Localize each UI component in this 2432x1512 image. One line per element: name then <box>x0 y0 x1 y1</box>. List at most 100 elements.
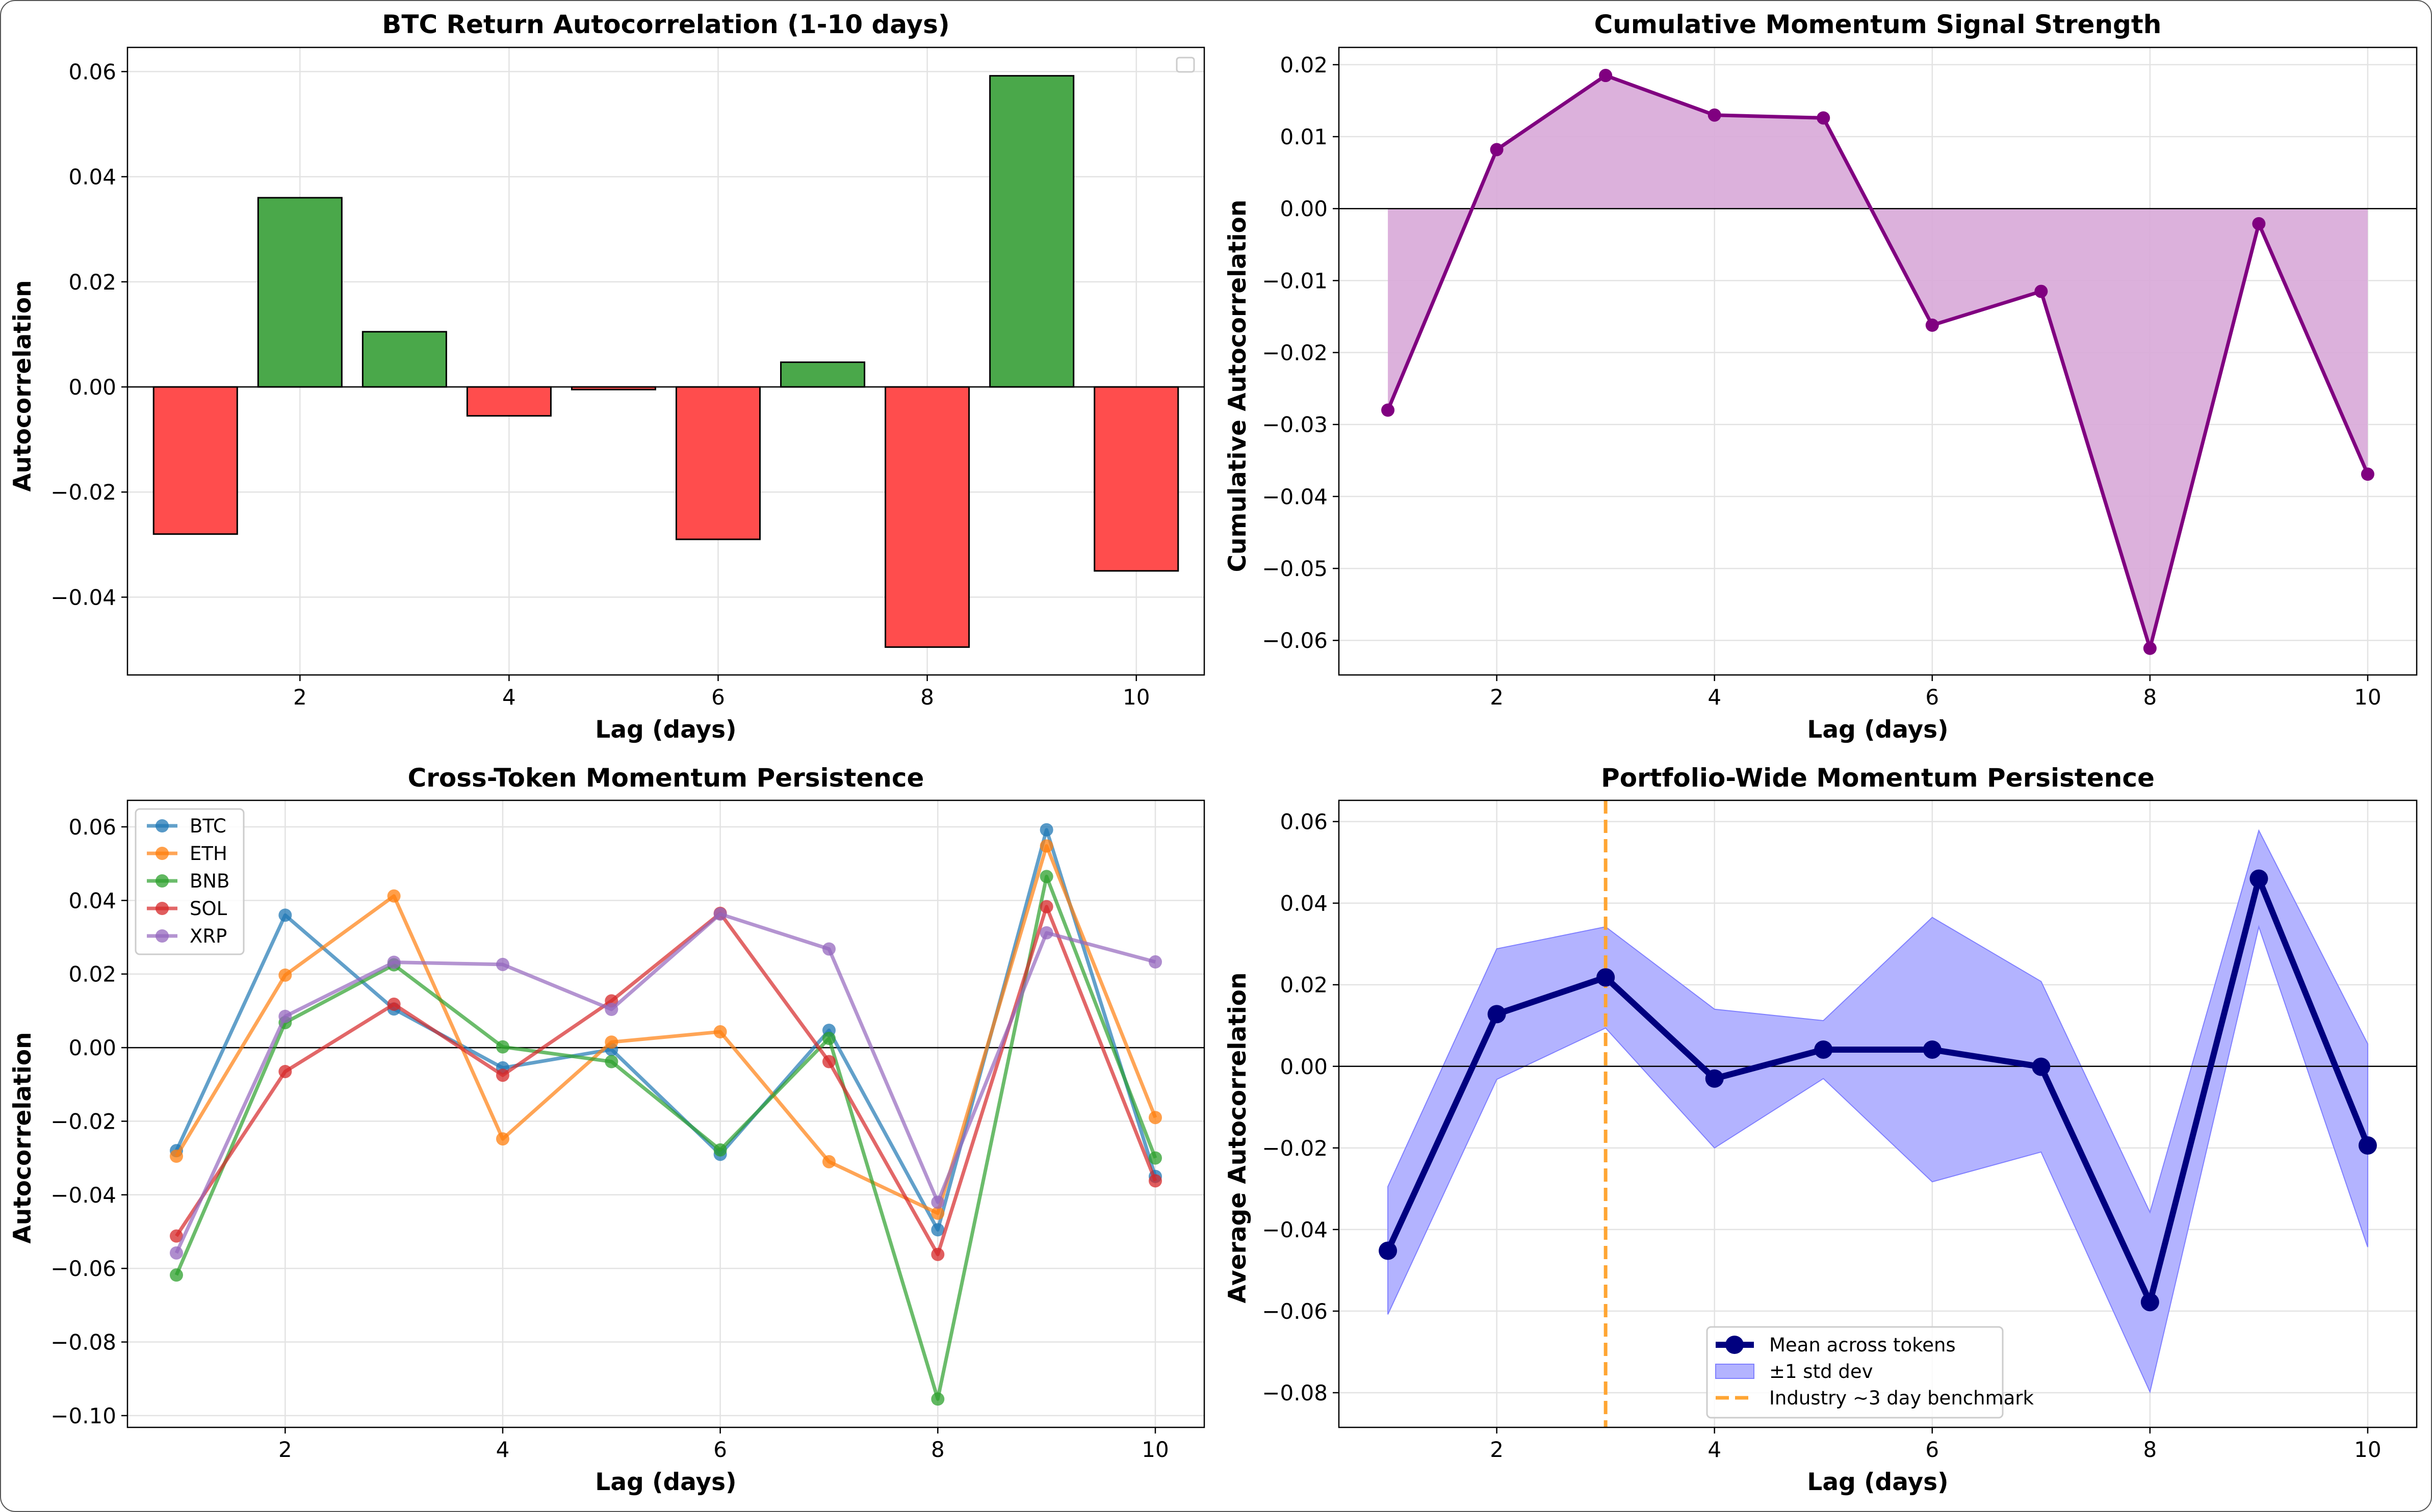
panel2-plot: 2 4 6 8 10 −0.06 −0.05 −0.04 −0.03 −0.02 −0.01 0.00… <box>1262 46 2418 710</box>
p3-point-sol-lag-2 <box>278 1064 292 1078</box>
p3-legend-label-xrp: XRP <box>190 925 227 947</box>
p3-point-bnb-lag-1 <box>170 1268 183 1282</box>
p3-point-sol-lag-4 <box>496 1068 509 1082</box>
p3-axes-frame <box>126 799 1205 1428</box>
bar-lag-3 <box>361 331 447 388</box>
panel-portfolio-wide: Portfolio-Wide Momentum Persistence Lag … <box>1224 763 2418 1496</box>
p3-line-sol <box>175 905 1157 1257</box>
p4-mean-point-lag-5 <box>1814 1040 1833 1059</box>
panel3-title: Cross-Token Momentum Persistence <box>408 763 924 793</box>
p3-point-xrp-lag-8 <box>931 1195 945 1209</box>
p3-point-sol-lag-7 <box>822 1055 836 1068</box>
bar-lag-4 <box>466 386 552 417</box>
bar-lag-1 <box>152 386 238 535</box>
p4-axes-frame <box>1338 799 2418 1428</box>
p1-ytick-label: 0.00 <box>68 375 116 400</box>
p3-line-eth <box>174 844 1157 1215</box>
p4-xtick-label: 2 <box>1490 1437 1504 1462</box>
p3-ytick-label: −0.02 <box>50 1109 116 1134</box>
p2-xtick-label: 2 <box>1490 685 1504 710</box>
panel4-xlabel: Lag (days) <box>1807 1468 1948 1496</box>
p3-point-bnb-lag-8 <box>931 1392 945 1406</box>
p3-legend-marker-btc <box>156 819 169 832</box>
p3-ytick-label: 0.04 <box>68 888 116 913</box>
p3-point-xrp-lag-1 <box>170 1246 183 1260</box>
p3-ytick-label: 0.00 <box>68 1035 116 1060</box>
p3-legend-label-eth: ETH <box>190 843 227 865</box>
p1-ytick-label: −0.04 <box>50 585 116 610</box>
p4-ytick-label: −0.04 <box>1262 1217 1328 1242</box>
p3-legend: BTC ETH BNB SOL XRP <box>135 808 245 955</box>
p2-point-lag-9 <box>2252 217 2266 230</box>
panel-cross-token: Cross-Token Momentum Persistence Lag (da… <box>9 763 1205 1496</box>
p4-xtick-label: 8 <box>2143 1437 2157 1462</box>
p2-ytick-label: 0.01 <box>1280 124 1328 149</box>
p2-point-lag-2 <box>1490 143 1504 157</box>
p3-legend-label-btc: BTC <box>190 815 226 837</box>
panel-cumulative-momentum: Cumulative Momentum Signal Strength Lag … <box>1224 10 2418 744</box>
panel1-title: BTC Return Autocorrelation (1-10 days) <box>382 10 950 39</box>
p2-point-lag-5 <box>1817 111 1830 125</box>
p4-ytick-label: −0.02 <box>1262 1136 1328 1161</box>
p3-point-btc-lag-2 <box>278 908 292 922</box>
p4-mean-point-lag-10 <box>2358 1136 2377 1155</box>
p3-ytick-label: −0.06 <box>50 1256 116 1281</box>
p3-xtick-label: 6 <box>713 1437 727 1462</box>
p3-point-sol-lag-1 <box>170 1229 183 1243</box>
panel1-xlabel: Lag (days) <box>595 716 736 744</box>
p2-point-lag-1 <box>1381 403 1395 417</box>
p3-xtick-label: 2 <box>278 1437 292 1462</box>
panel2-title: Cumulative Momentum Signal Strength <box>1594 10 2162 39</box>
p3-legend-marker-bnb <box>156 874 169 888</box>
bar-lag-6 <box>676 386 761 540</box>
panel3-plot: 2 4 6 8 10 −0.10 −0.08 −0.06 −0.04 −0.02 0.00 0.02 0… <box>50 799 1205 1462</box>
p4-legend-box <box>1706 1326 2004 1419</box>
p2-area-fill <box>1388 75 2368 648</box>
p3-point-xrp-lag-7 <box>822 942 836 956</box>
panel2-xlabel: Lag (days) <box>1807 716 1948 744</box>
p3-point-xrp-lag-3 <box>387 955 401 969</box>
p3-point-eth-lag-10 <box>1149 1111 1162 1125</box>
p4-mean-point-lag-3 <box>1596 968 1615 987</box>
p4-mean-point-lag-7 <box>2032 1057 2051 1076</box>
p2-axes-frame <box>1338 46 2418 676</box>
p3-xtick-label: 8 <box>931 1437 945 1462</box>
p3-point-sol-lag-9 <box>1040 900 1053 914</box>
p4-ytick-label: 0.04 <box>1280 891 1328 916</box>
p3-point-btc-lag-8 <box>931 1223 945 1237</box>
p2-point-lag-6 <box>1925 318 1939 332</box>
p2-ytick-label: −0.06 <box>1262 628 1328 653</box>
p4-xtick-label: 10 <box>2354 1437 2381 1462</box>
p3-ytick-label: 0.02 <box>68 962 116 987</box>
p3-legend-box <box>135 808 245 955</box>
panel4-ylabel: Average Autocorrelation <box>1224 972 1252 1303</box>
p1-xtick-label: 6 <box>711 685 725 710</box>
p4-mean-point-lag-8 <box>2140 1293 2159 1312</box>
p2-xtick-label: 4 <box>1707 685 1721 710</box>
p4-ytick-label: 0.02 <box>1280 973 1328 998</box>
p3-point-sol-lag-10 <box>1149 1174 1162 1188</box>
p3-point-xrp-lag-10 <box>1149 955 1162 969</box>
panel4-title: Portfolio-Wide Momentum Persistence <box>1601 763 2155 793</box>
p1-ytick-label: 0.04 <box>68 165 116 190</box>
p3-ytick-label: 0.06 <box>68 815 116 840</box>
p2-point-lag-7 <box>2034 284 2048 298</box>
p3-point-sol-lag-3 <box>387 997 401 1011</box>
p3-point-xrp-lag-5 <box>605 1003 618 1016</box>
p1-xtick-label: 2 <box>293 685 307 710</box>
p4-mean-line <box>1385 875 2371 1306</box>
p4-legend-mean-label: Mean across tokens <box>1769 1334 1956 1356</box>
p4-ytick-label: −0.06 <box>1262 1299 1328 1324</box>
panel1-ylabel: Autocorrelation <box>9 280 37 491</box>
p2-ytick-label: −0.05 <box>1262 556 1328 581</box>
bar-lag-9 <box>989 75 1075 388</box>
p4-legend-band-label: ±1 std dev <box>1769 1361 1873 1383</box>
p2-xtick-label: 10 <box>2354 685 2381 710</box>
p3-point-eth-lag-4 <box>496 1132 509 1146</box>
p4-mean-point-lag-4 <box>1705 1069 1724 1088</box>
p3-point-bnb-lag-10 <box>1149 1151 1162 1165</box>
p3-ytick-label: −0.08 <box>50 1330 116 1355</box>
p3-point-eth-lag-5 <box>605 1035 618 1049</box>
p4-ytick-label: 0.00 <box>1280 1054 1328 1079</box>
p4-ytick-label: −0.08 <box>1262 1380 1328 1405</box>
